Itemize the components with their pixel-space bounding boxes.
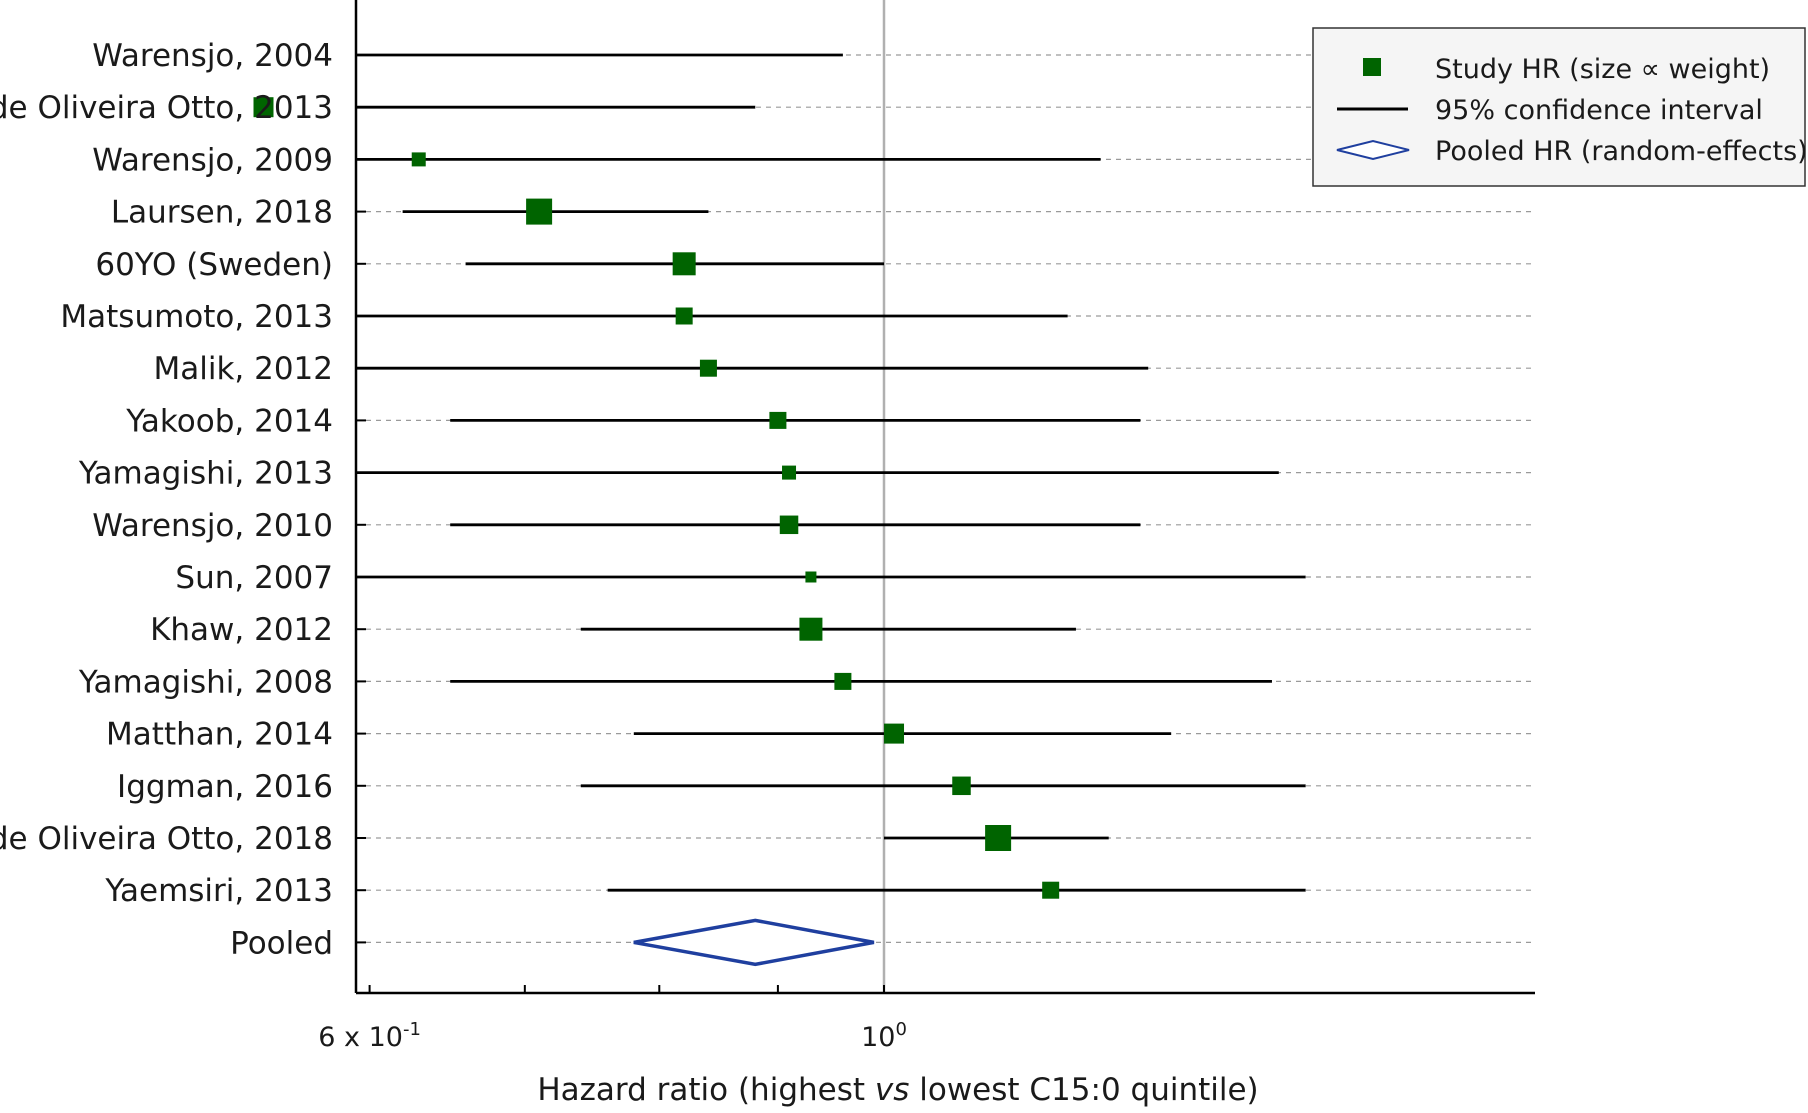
- legend-diamond-swatch: [1336, 139, 1410, 161]
- x-tick-label: 100: [861, 1019, 907, 1053]
- row-gridlines: [356, 54, 1800, 944]
- legend-square-swatch: [1363, 58, 1381, 76]
- study-hr-marker: [805, 571, 817, 583]
- study-hr-marker: [526, 198, 553, 225]
- study-label: Yamagishi, 2008: [78, 664, 333, 700]
- study-label: Warensjo, 2010: [92, 508, 333, 544]
- study-hr-marker: [834, 672, 852, 690]
- legend-label: 95% confidence interval: [1435, 95, 1763, 126]
- study-label: Laursen, 2018: [111, 195, 333, 231]
- study-hr-marker: [779, 515, 799, 535]
- study-label: Iggman, 2016: [117, 769, 333, 805]
- study-label: Yakoob, 2014: [125, 403, 333, 439]
- study-label: Matthan, 2014: [106, 717, 333, 753]
- legend-label: Study HR (size ∝ weight): [1435, 54, 1770, 85]
- legend-box: [1312, 27, 1806, 187]
- x-tick-label: 6 x 10-1: [318, 1019, 421, 1053]
- study-labels: Warensjo, 2004 de Oliveira Otto, 2013 Ware…: [0, 38, 366, 961]
- study-label: Sun, 2007: [175, 560, 333, 596]
- study-label: Pooled: [230, 925, 333, 961]
- study-label: Matsumoto, 2013: [60, 299, 333, 335]
- confidence-intervals: [356, 53, 1306, 892]
- study-label: de Oliveira Otto, 2013: [0, 90, 333, 126]
- pooled-diamond: [633, 918, 875, 967]
- study-label: Malik, 2012: [153, 351, 333, 387]
- legend: Study HR (size ∝ weight) 95% confidence i…: [1312, 27, 1808, 187]
- study-label: Warensjo, 2004: [92, 38, 333, 74]
- study-label: de Oliveira Otto, 2018: [0, 821, 333, 857]
- axes: [354, 0, 1535, 995]
- legend-label: Pooled HR (random-effects): [1435, 136, 1808, 167]
- x-axis-title: Hazard ratio (highest vs lowest C15:0 qu…: [537, 1072, 1258, 1108]
- study-hr-marker: [884, 723, 905, 744]
- study-hr-marker: [769, 411, 787, 429]
- study-hr-marker: [253, 97, 274, 118]
- x-ticks: 6 x 10-1 100: [318, 985, 907, 1053]
- study-hr-marker: [952, 776, 971, 796]
- study-hr-marker: [675, 307, 693, 325]
- study-markers: [253, 97, 1060, 899]
- study-hr-marker: [1042, 881, 1060, 899]
- study-hr-marker: [799, 617, 823, 641]
- study-hr-marker: [985, 825, 1012, 851]
- study-hr-marker: [782, 465, 797, 480]
- study-hr-marker: [672, 252, 696, 276]
- study-hr-marker: [411, 152, 426, 167]
- study-label: Yaemsiri, 2013: [104, 873, 333, 909]
- study-label: Yamagishi, 2013: [78, 456, 333, 492]
- study-hr-marker: [699, 359, 717, 377]
- study-label: 60YO (Sweden): [95, 247, 333, 283]
- study-label: Warensjo, 2009: [92, 142, 333, 178]
- study-label: Khaw, 2012: [150, 612, 333, 648]
